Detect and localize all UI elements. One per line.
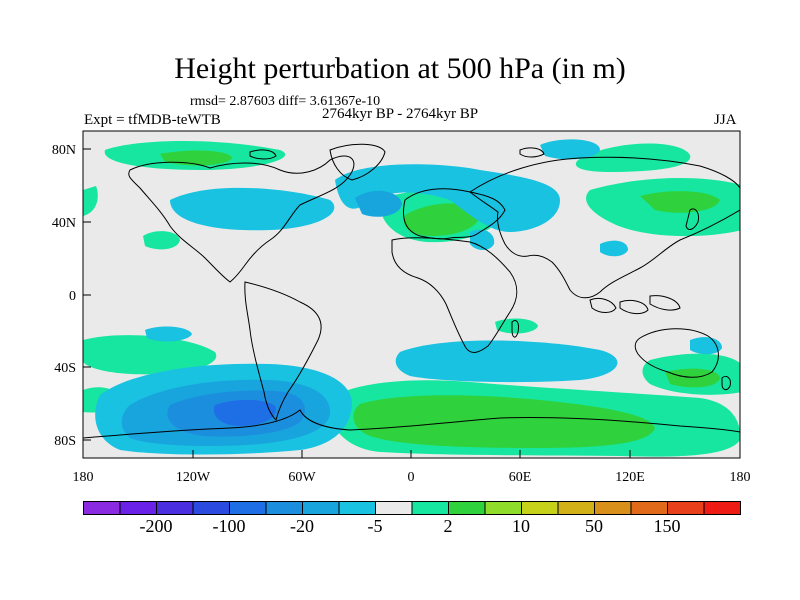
colorbar-swatch [302,501,340,515]
x-tick-label: 180 [730,470,751,485]
very-strong-negative-areas [213,399,276,426]
x-tick-label: 60W [288,470,316,485]
statistics-text: rmsd= 2.87603 diff= 3.61367e-10 [190,94,381,109]
colorbar-label: -100 [212,516,246,536]
colorbar-swatch [630,501,668,515]
colorbar-label: 150 [653,516,681,536]
colorbar-swatch [703,501,741,515]
colorbar-swatch [156,501,194,515]
colorbar-swatch [667,501,705,515]
colorbar-swatch [448,501,486,515]
strong-positive-areas [160,150,720,448]
colorbar-swatch [83,501,121,515]
colorbar-swatch [484,501,522,515]
colorbar-swatch [119,501,157,515]
x-tick-label: 120E [615,470,645,485]
y-tick-label: 40N [52,216,76,231]
colorbar-swatch [557,501,595,515]
x-tick-label: 120W [176,470,211,485]
x-tick-label: 60E [509,470,532,485]
colorbar-swatch [338,501,376,515]
colorbar-swatch [265,501,303,515]
period-label: 2764kyr BP - 2764kyr BP [322,106,479,122]
colorbar-swatch [411,501,449,515]
tick-marks [82,148,741,458]
y-tick-label: 80N [52,143,76,158]
y-tick-label: 0 [69,289,76,304]
colorbar-label: -200 [139,516,173,536]
colorbar-label: -5 [367,516,383,536]
season-label: JJA [714,112,737,128]
chart-title: Height perturbation at 500 hPa (in m) [174,52,626,85]
x-tick-label: 180 [73,470,94,485]
colorbar-swatch [521,501,559,515]
experiment-label: Expt = tfMDB-teWTB [84,112,221,128]
colorbar-swatch [594,501,632,515]
colorbar-swatch [192,501,230,515]
x-tick-label: 0 [408,470,415,485]
colorbar-swatch [229,501,267,515]
colorbar [83,501,741,515]
y-tick-label: 80S [54,434,76,449]
colorbar-label: 10 [512,516,530,536]
y-tick-label: 40S [54,361,76,376]
colorbar-label: 2 [443,516,453,536]
colorbar-swatch [375,501,413,515]
colorbar-label: 50 [585,516,603,536]
colorbar-label: -20 [290,516,314,536]
coastlines [83,143,740,439]
